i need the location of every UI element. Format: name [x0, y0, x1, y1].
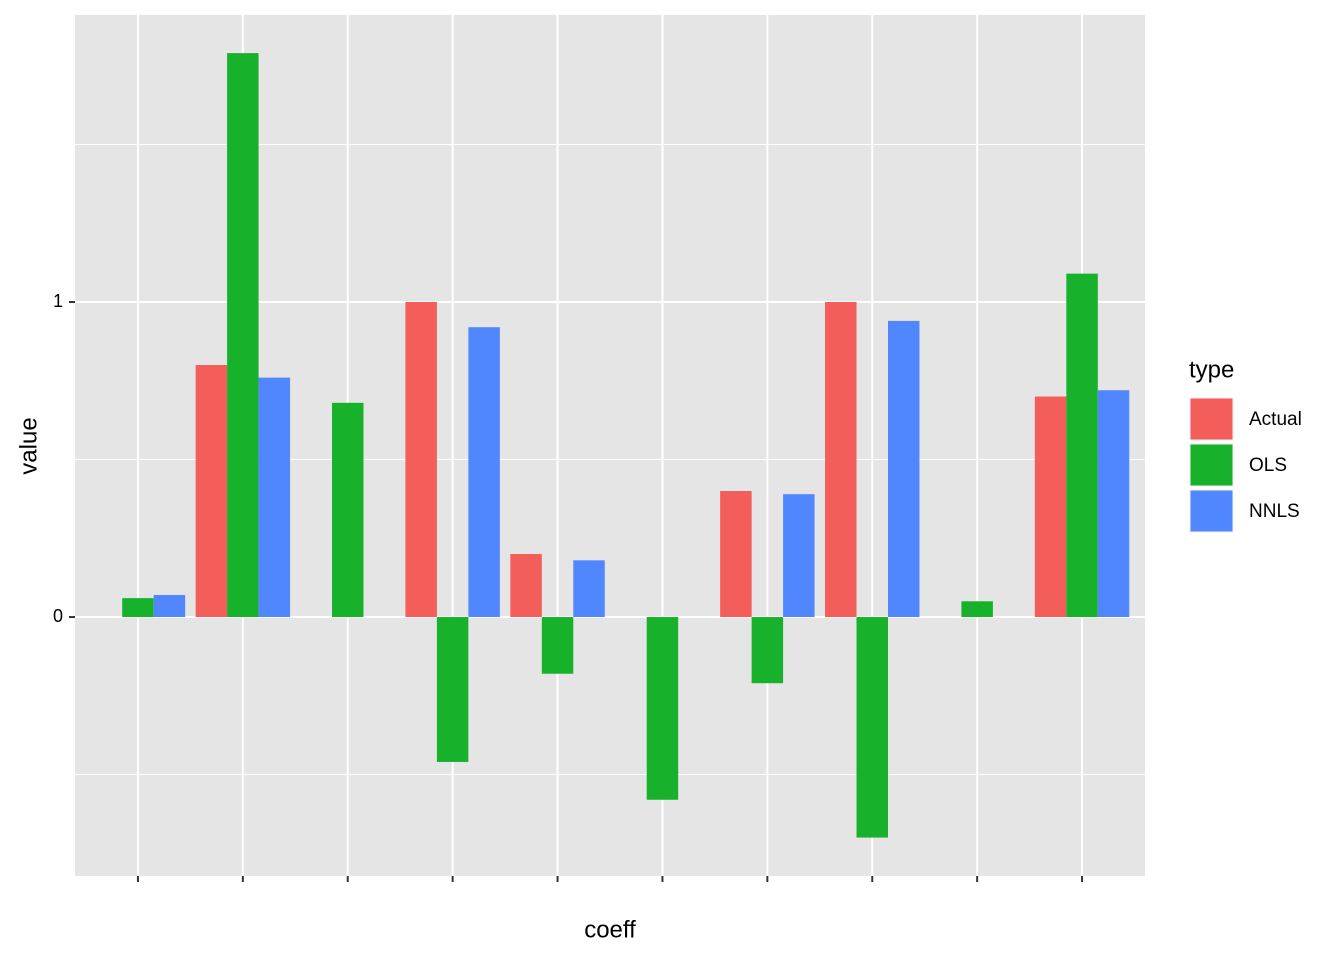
bar [573, 560, 605, 618]
legend-key [1189, 443, 1234, 487]
bar [1097, 390, 1130, 618]
bar [510, 554, 542, 618]
bar [468, 327, 500, 618]
y-axis-title: value [15, 417, 42, 474]
bar [825, 302, 857, 618]
bar [783, 494, 815, 618]
legend-label: Actual [1249, 409, 1302, 430]
bar [961, 601, 993, 618]
legend-key [1189, 397, 1234, 441]
y-tick-label: 1 [53, 291, 63, 311]
legend-title: type [1189, 356, 1234, 383]
bar [436, 617, 469, 762]
bar [887, 320, 920, 618]
bar [856, 617, 888, 838]
bar [751, 617, 784, 684]
bar [195, 365, 228, 618]
bar [153, 594, 186, 618]
y-tick-label: 0 [53, 606, 63, 626]
bar [541, 617, 574, 674]
bar [227, 53, 259, 618]
bar [720, 491, 752, 618]
bar [1066, 273, 1098, 618]
legend-label: OLS [1249, 455, 1287, 476]
bar [258, 377, 291, 618]
bar [122, 598, 154, 618]
x-axis-title: coeff [584, 916, 636, 943]
bar [405, 302, 437, 618]
bar [646, 617, 679, 800]
bar [1034, 396, 1067, 618]
bar [332, 402, 364, 618]
legend-label: NNLS [1249, 501, 1300, 522]
legend-key [1189, 489, 1234, 533]
